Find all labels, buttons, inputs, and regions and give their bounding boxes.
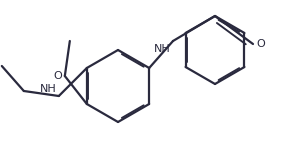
Text: O: O <box>256 39 265 49</box>
Text: NH: NH <box>154 44 171 54</box>
Text: O: O <box>53 71 62 81</box>
Text: NH: NH <box>40 84 57 94</box>
